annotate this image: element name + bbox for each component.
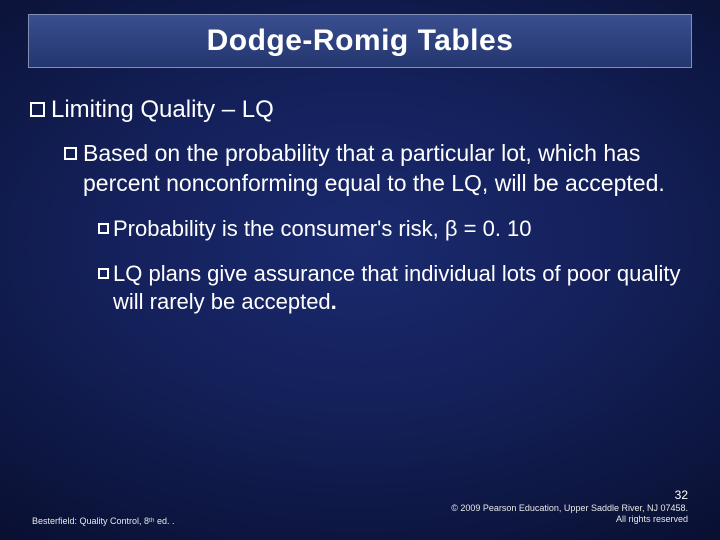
bullet-level2: Based on the probability that a particul… bbox=[64, 139, 690, 199]
bullet-level1: Limiting Quality – LQ bbox=[30, 94, 690, 125]
footer-right: © 2009 Pearson Education, Upper Saddle R… bbox=[451, 503, 688, 526]
bullet-rest: plans give assurance that individual lot… bbox=[113, 261, 680, 315]
slide-number: 32 bbox=[675, 488, 688, 502]
slide: Dodge-Romig Tables Limiting Quality – LQ… bbox=[0, 0, 720, 540]
bullet-level3: Probability is the consumer's risk, β = … bbox=[98, 215, 690, 244]
slide-title: Dodge-Romig Tables bbox=[207, 24, 514, 58]
footer-left: Besterfield: Quality Control, 8ᵗʰ ed. . bbox=[32, 516, 175, 526]
slide-content: Limiting Quality – LQ Based on the proba… bbox=[30, 90, 690, 317]
bullet-text: Limiting Quality – LQ bbox=[51, 94, 274, 125]
footer-rights: All rights reserved bbox=[616, 514, 688, 524]
bullet-lead: LQ bbox=[113, 261, 142, 286]
bullet-text: Probability is the consumer's risk, β = … bbox=[113, 215, 532, 244]
title-bar: Dodge-Romig Tables bbox=[28, 14, 692, 68]
bullet-square-icon bbox=[64, 147, 77, 160]
bullet-square-icon bbox=[98, 223, 109, 234]
bullet-text: LQ plans give assurance that individual … bbox=[113, 260, 690, 317]
footer-copyright: © 2009 Pearson Education, Upper Saddle R… bbox=[451, 503, 688, 513]
bullet-square-icon bbox=[98, 268, 109, 279]
bullet-level3: LQ plans give assurance that individual … bbox=[98, 260, 690, 317]
bullet-square-icon bbox=[30, 102, 45, 117]
bullet-text: Based on the probability that a particul… bbox=[83, 139, 690, 199]
bullet-period: . bbox=[331, 289, 337, 314]
